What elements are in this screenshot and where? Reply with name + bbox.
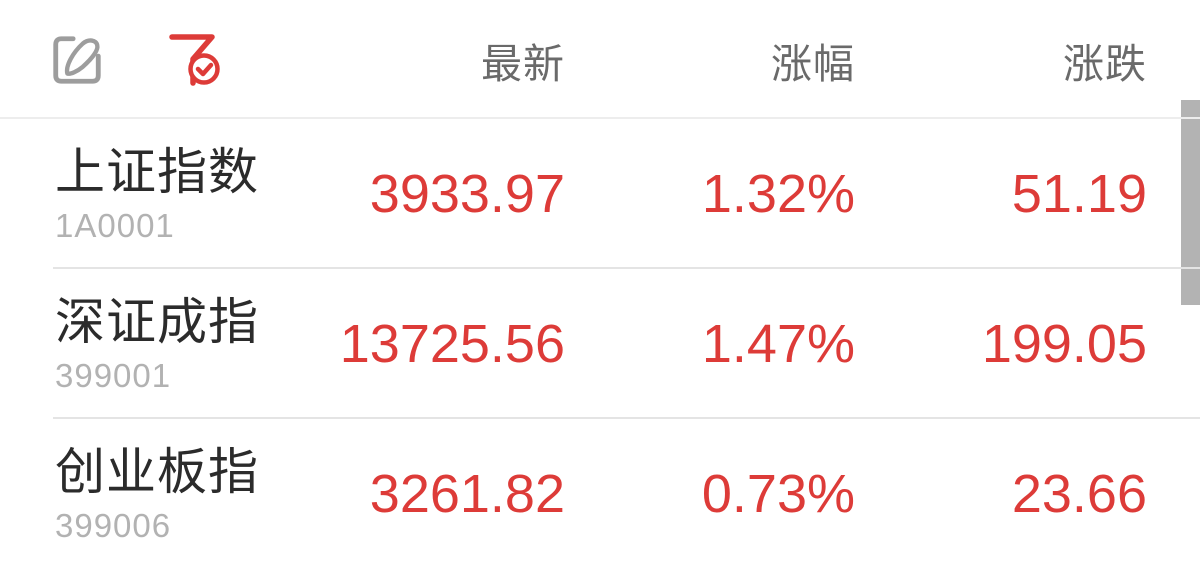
column-header-change[interactable]: 涨跌: [1063, 40, 1147, 87]
scrollbar-thumb[interactable]: [1181, 100, 1200, 305]
latest-price: 3261.82: [369, 464, 565, 524]
row-divider: [53, 417, 1200, 419]
change-percent: 0.73%: [701, 464, 855, 524]
latest-price: 3933.97: [369, 164, 565, 224]
index-code: 1A0001: [55, 206, 175, 244]
header-divider: [0, 117, 1200, 119]
name-cell: 创业板指 399006: [55, 444, 335, 545]
change-percent: 1.32%: [701, 164, 855, 224]
index-code: 399001: [55, 356, 172, 394]
column-header-change-pct[interactable]: 涨幅: [771, 40, 855, 87]
change-value: 51.19: [1011, 164, 1147, 224]
name-cell: 深证成指 399001: [55, 294, 335, 395]
change-value: 199.05: [981, 314, 1147, 374]
index-name: 上证指数: [55, 143, 259, 200]
index-row-chinext[interactable]: 创业板指 399006 3261.82 0.73% 23.66: [0, 419, 1200, 567]
filter-check-icon[interactable]: [162, 26, 226, 94]
edit-icon[interactable]: [48, 29, 106, 91]
index-row-shenzhen[interactable]: 深证成指 399001 13725.56 1.47% 199.05: [0, 269, 1200, 419]
row-divider: [53, 267, 1200, 269]
latest-price: 13725.56: [339, 314, 565, 374]
index-row-shanghai[interactable]: 上证指数 1A0001 3933.97 1.32% 51.19: [0, 119, 1200, 269]
change-percent: 1.47%: [701, 314, 855, 374]
index-code: 399006: [55, 506, 172, 544]
column-header-latest[interactable]: 最新: [481, 40, 565, 87]
name-cell: 上证指数 1A0001: [55, 144, 335, 245]
list-header: 最新 涨幅 涨跌: [0, 0, 1200, 119]
change-value: 23.66: [1011, 464, 1147, 524]
toolbar: [48, 26, 335, 94]
index-name: 深证成指: [55, 293, 259, 350]
index-name: 创业板指: [55, 443, 259, 500]
